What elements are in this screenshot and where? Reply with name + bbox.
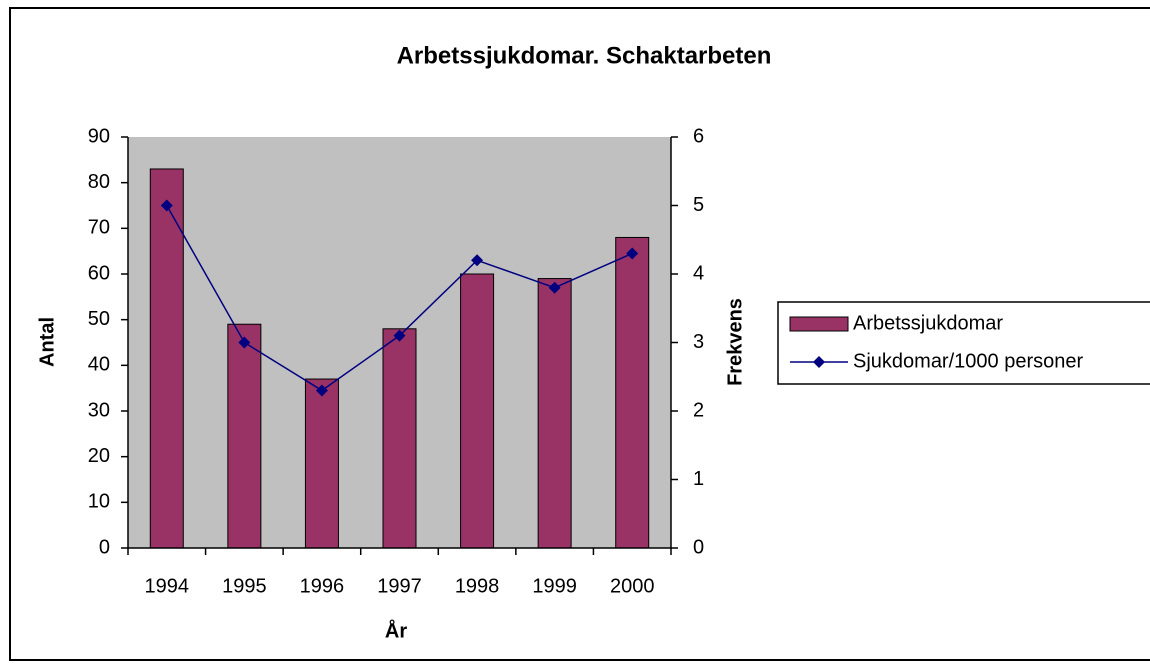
bar <box>615 236 650 549</box>
y-tick-label: 10 <box>88 491 110 513</box>
y-tick-label: 40 <box>88 354 110 376</box>
y-tick-label: 0 <box>99 536 110 558</box>
x-tick-label: 1997 <box>377 575 422 597</box>
legend <box>777 301 1150 385</box>
y-tick-label: 20 <box>88 445 110 467</box>
bar <box>537 278 572 549</box>
marker <box>393 329 406 342</box>
y-tick-label: 50 <box>88 308 110 330</box>
y2-tick-label: 3 <box>693 331 704 353</box>
marker <box>626 247 639 260</box>
y2-tick-label: 2 <box>693 399 704 421</box>
marker <box>160 199 173 212</box>
y2-axis-title: Frekvens <box>724 298 746 386</box>
y2-tick-label: 4 <box>693 262 704 284</box>
bar <box>460 273 495 549</box>
y-tick-label: 30 <box>88 399 110 421</box>
y2-tick-label: 1 <box>693 468 704 490</box>
x-tick-label: 1995 <box>222 575 267 597</box>
x-tick-label: 1999 <box>532 575 577 597</box>
bar <box>149 168 184 549</box>
y-tick-label: 80 <box>88 171 110 193</box>
y2-tick-label: 0 <box>693 536 704 558</box>
x-tick-label: 1994 <box>145 575 190 597</box>
x-tick-label: 2000 <box>610 575 655 597</box>
y-tick-label: 90 <box>88 125 110 147</box>
x-axis-title: År <box>385 618 407 642</box>
legend-label: Arbetssjukdomar <box>853 312 1003 334</box>
y-tick-label: 70 <box>88 217 110 239</box>
bar <box>382 328 417 549</box>
legend-swatch <box>789 316 849 332</box>
y-axis-title: Antal <box>36 317 58 367</box>
marker <box>238 336 251 349</box>
marker <box>471 254 484 267</box>
bar <box>304 378 339 549</box>
y2-tick-label: 5 <box>693 194 704 216</box>
bar <box>227 323 262 549</box>
marker <box>315 384 328 397</box>
legend-label: Sjukdomar/1000 personer <box>853 350 1083 372</box>
x-tick-label: 1996 <box>300 575 345 597</box>
marker <box>548 281 561 294</box>
y-tick-label: 60 <box>88 262 110 284</box>
y2-tick-label: 6 <box>693 125 704 147</box>
legend-marker <box>813 356 825 368</box>
x-tick-label: 1998 <box>455 575 500 597</box>
chart-title: Arbetssjukdomar. Schaktarbeten <box>397 42 772 69</box>
